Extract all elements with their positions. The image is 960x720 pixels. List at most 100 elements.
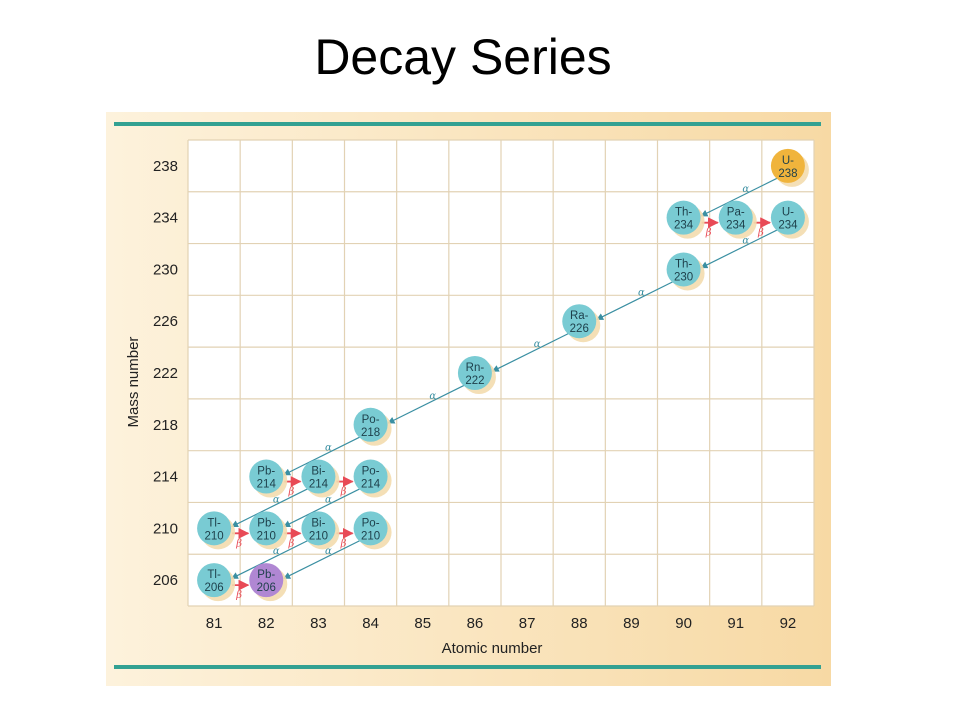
alpha-decay-arrow: α [491,332,571,372]
beta-symbol: β [235,590,242,601]
nuclide-mass: 222 [465,375,484,387]
y-tick-label: 234 [153,210,178,227]
beta-symbol: β [705,228,712,239]
frame-bottom-bar [114,665,821,669]
alpha-decay-arrow: α [283,435,362,476]
y-tick-label: 226 [153,313,178,330]
nuclide-symbol: Tl- [207,517,221,529]
nuclide-symbol: Pb- [257,466,275,478]
x-axis-label: Atomic number [442,640,543,657]
chart-canvas: 81 82 83 84 85 86 87 88 89 90 91 92 206 210 214 218 222 2… [106,112,831,686]
grid-lines [187,139,815,607]
nuclide-mass: 226 [570,323,589,335]
decay-arrow-line [387,384,466,424]
beta-symbol: β [340,538,347,549]
nuclide-symbol: Rn- [466,362,485,374]
alpha-symbol: α [325,443,332,454]
nuclide-node: Pb-210 [249,511,288,550]
nuclide-nodes: U-238Th-234Pa-234U-234Th-230Ra-226Rn-222… [197,148,809,602]
nuclide-circle [353,407,388,442]
nuclide-mass: 210 [257,530,276,542]
nuclide-node: Pa-234 [718,200,757,239]
nuclide-node: Bi-214 [301,459,340,498]
beta-symbol: β [235,538,242,549]
nuclide-circle [301,459,336,494]
y-tick-label: 214 [153,469,178,486]
nuclide-circle [353,459,388,494]
alpha-symbol: α [742,236,749,247]
nuclide-node: Th-230 [666,252,705,291]
nuclide-mass: 206 [257,582,276,594]
alpha-symbol: α [534,339,541,350]
decay-arrow-line [596,280,675,321]
nuclide-node: Bi-210 [301,511,340,550]
decay-arrow-line [283,487,362,528]
alpha-decay-arrow: α [700,228,779,269]
nuclide-symbol: Ra- [570,310,589,322]
nuclide-mass: 234 [674,220,694,232]
nuclide-symbol: Pb- [257,517,275,529]
x-tick-label: 88 [571,615,588,632]
nuclide-node: Po-210 [353,511,392,550]
nuclide-circle [562,304,597,339]
nuclide-mass: 214 [309,479,329,491]
x-tick-label: 83 [310,615,327,632]
alpha-decay-arrow: α [700,177,779,217]
x-tick-label: 87 [519,615,536,632]
nuclide-circle [666,200,701,235]
alpha-decay-arrow: α [283,539,362,579]
nuclide-circle [249,459,284,494]
alpha-decay-arrow: α [283,487,362,528]
nuclide-node: Pb-214 [249,459,288,498]
nuclide-symbol: Bi- [311,466,325,478]
nuclide-node: Po-214 [353,459,392,498]
beta-symbol: β [757,228,764,239]
axis-ticks: 81 82 83 84 85 86 87 88 89 90 91 92 206 210 214 218 222 2… [153,158,796,632]
nuclide-circle [770,200,805,235]
decay-arrow-line [491,332,571,372]
nuclide-circle [666,252,701,287]
nuclide-circle [249,563,284,598]
nuclide-symbol: Pa- [727,207,745,219]
nuclide-symbol: Po- [362,466,380,478]
y-tick-label: 210 [153,520,178,537]
nuclide-symbol: Po- [362,414,380,426]
y-axis-label: Mass number [125,337,142,428]
nuclide-symbol: Bi- [311,517,325,529]
x-tick-label: 82 [258,615,275,632]
nuclide-mass: 210 [361,530,380,542]
nuclide-mass: 206 [204,582,223,594]
nuclide-node: U-234 [770,200,809,239]
nuclide-node: Tl-206 [197,563,236,602]
alpha-symbol: α [273,494,280,505]
nuclide-circle [718,200,753,235]
x-tick-label: 90 [675,615,692,632]
nuclide-symbol: U- [782,207,794,219]
nuclide-node: U-238 [770,148,809,187]
nuclide-node: Pb-206 [249,563,288,602]
decay-arrow-line [700,228,779,269]
nuclide-mass: 214 [361,479,381,491]
alpha-symbol: α [325,494,332,505]
y-tick-label: 218 [153,417,178,434]
y-tick-label: 230 [153,261,178,278]
alpha-decay-arrow: α [230,539,310,579]
nuclide-circle [197,511,232,546]
decay-arrow-line [230,539,310,579]
x-tick-label: 89 [623,615,640,632]
nuclide-symbol: Th- [675,258,692,270]
alpha-symbol: α [742,184,749,195]
alpha-symbol: α [273,546,280,557]
nuclide-circle [353,511,388,546]
frame-top-bar [114,122,821,126]
nuclide-mass: 210 [309,530,328,542]
y-tick-label: 238 [153,158,178,175]
nuclide-circle [301,511,336,546]
nuclide-node: Rn-222 [457,356,496,394]
nuclide-symbol: U- [782,155,794,167]
nuclide-circle [457,356,492,390]
nuclide-mass: 234 [726,220,746,232]
nuclide-mass: 218 [361,427,380,439]
y-tick-label: 206 [153,572,178,589]
nuclide-symbol: Th- [675,207,692,219]
